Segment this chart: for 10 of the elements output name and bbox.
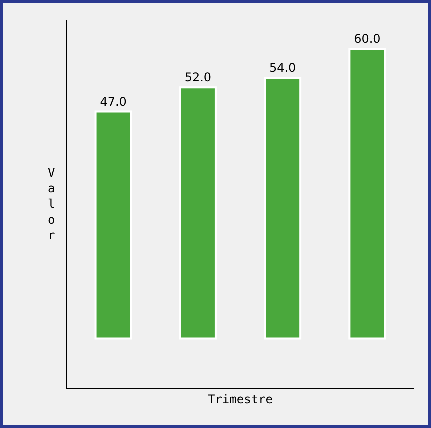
bar [94,110,132,340]
data-label: 60.0 [354,32,381,46]
bar [348,48,386,340]
data-label: 54.0 [269,60,296,75]
data-label: 47.0 [100,94,127,109]
bar [264,76,302,340]
y-axis-title: Valor [48,166,56,242]
bar [179,86,217,340]
data-label: 52.0 [184,70,212,85]
x-axis-title: Trimestre [208,392,274,406]
